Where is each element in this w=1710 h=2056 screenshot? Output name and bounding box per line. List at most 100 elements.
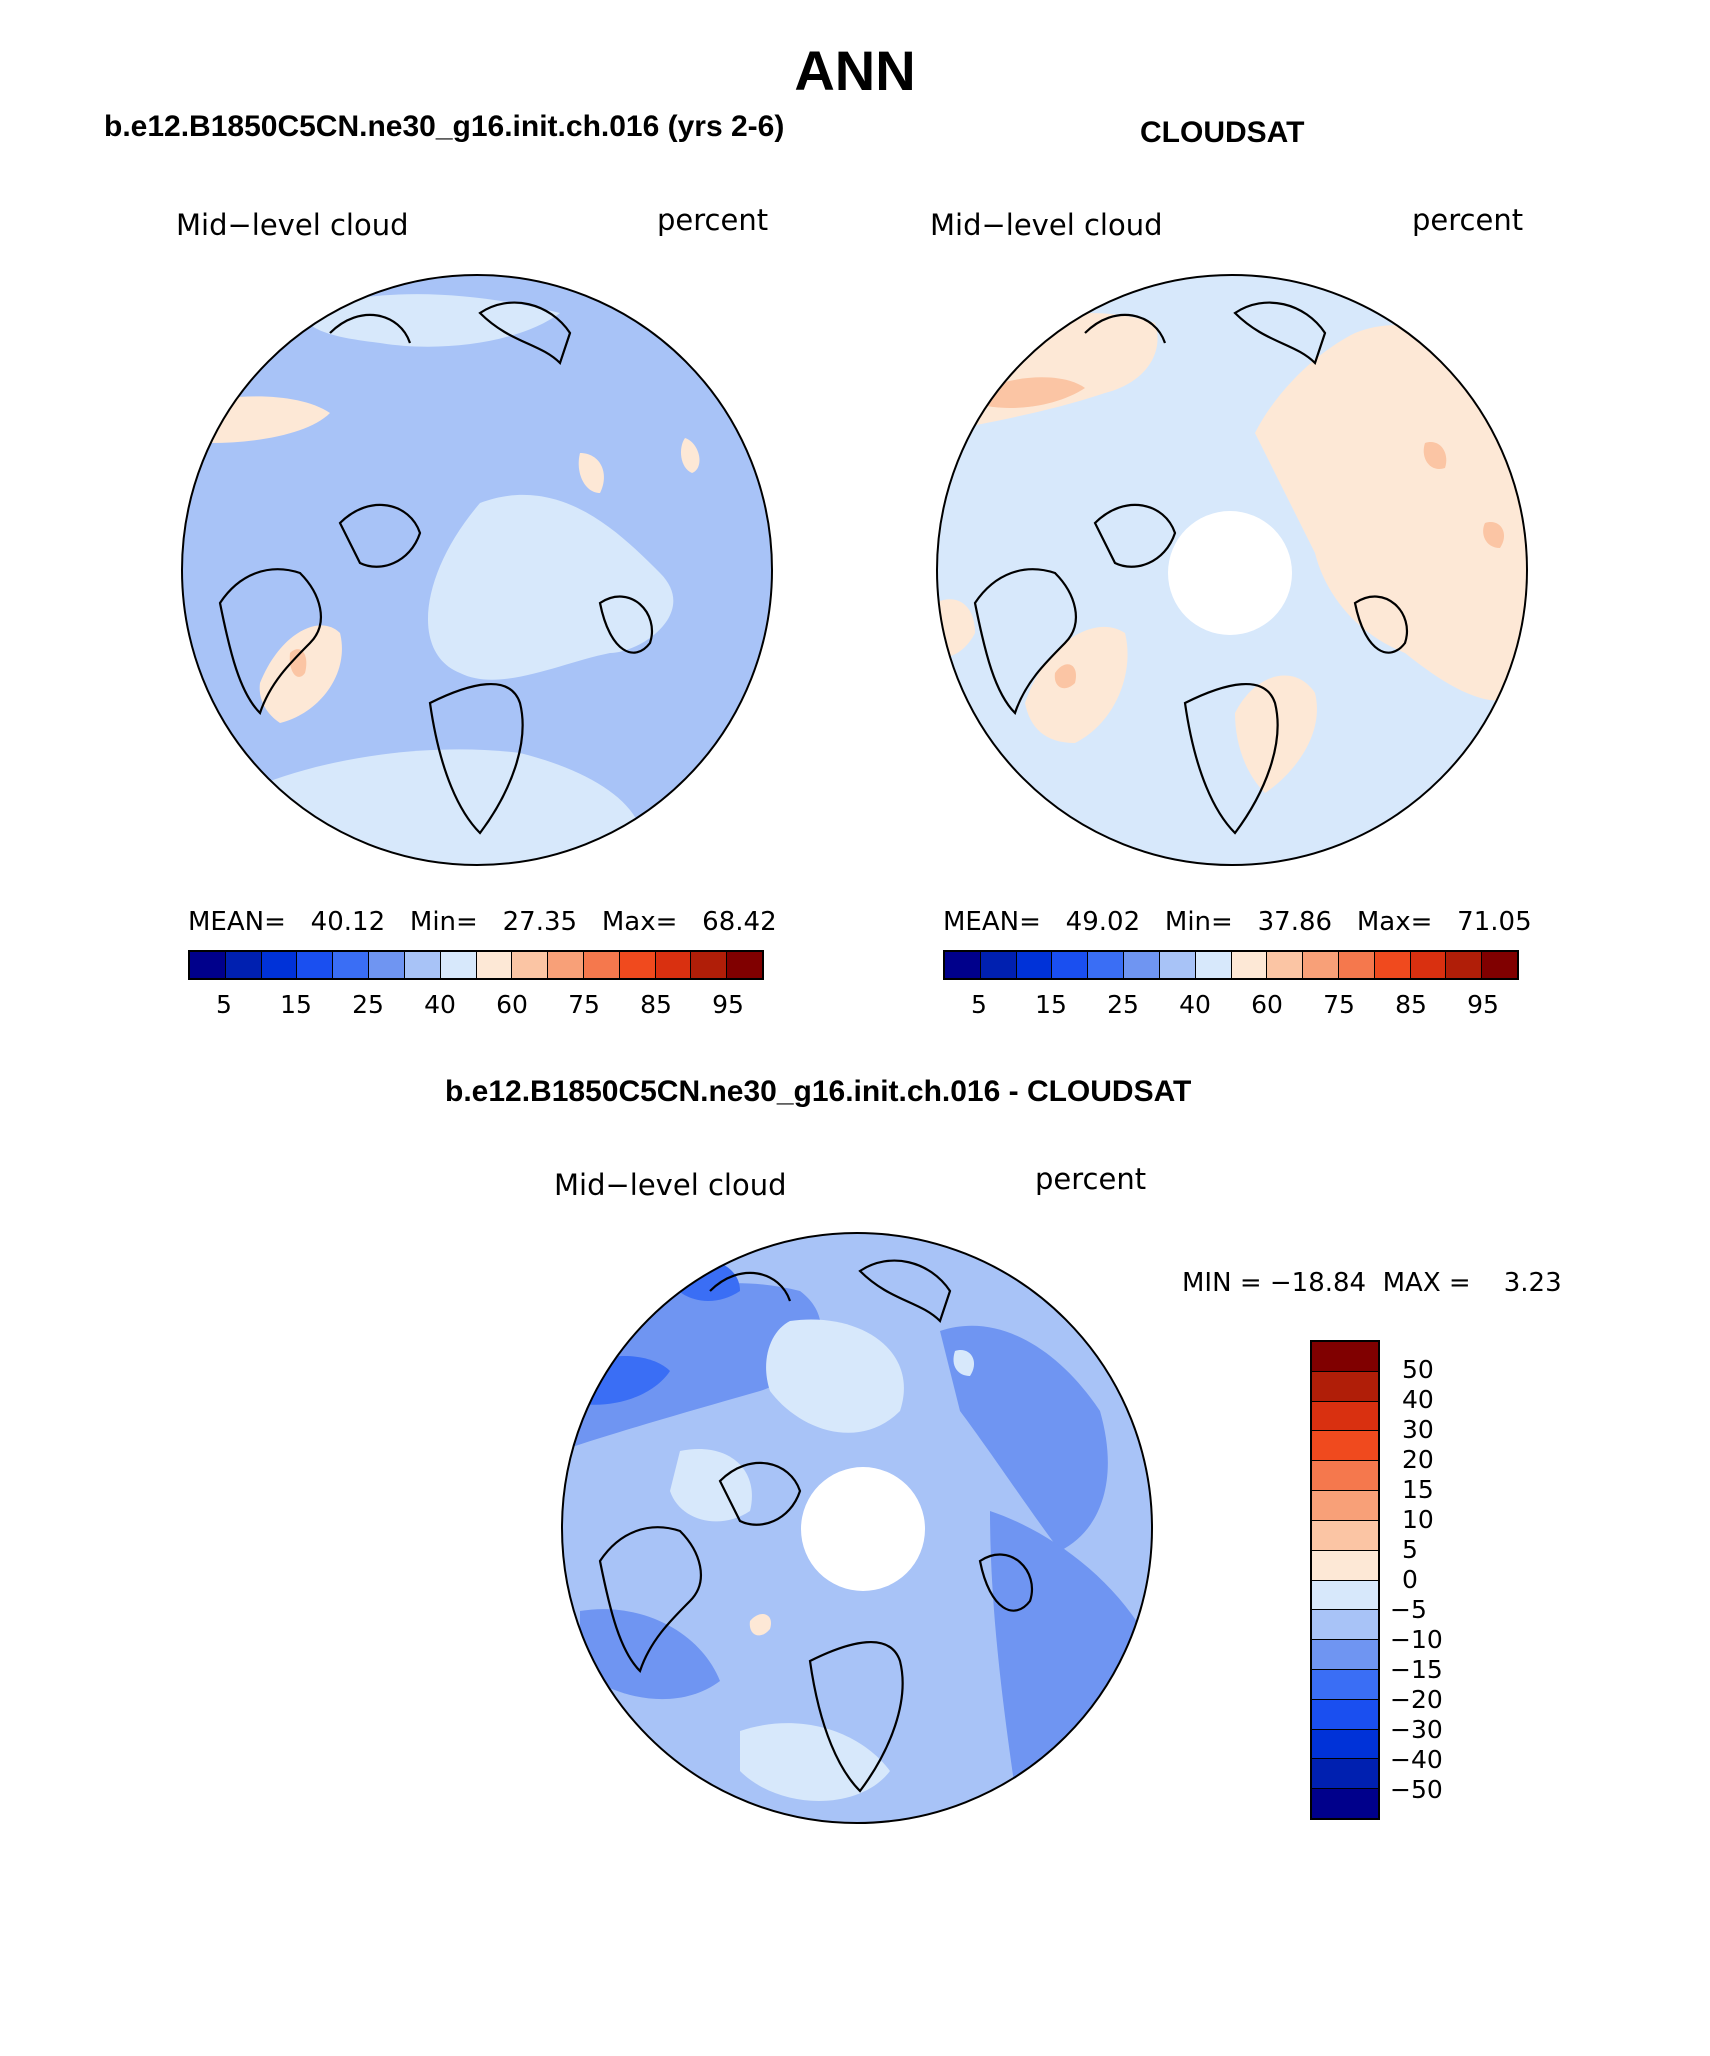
panel-2-stats: MEAN= 49.02 Min= 37.86 Max= 71.05 — [943, 907, 1532, 937]
panel-2-map-border — [936, 274, 1528, 866]
panel-2-colorbar-swatch — [1088, 952, 1125, 978]
panel-2-colorbar-tick-label: 75 — [1323, 990, 1355, 1019]
panel-2-contour-warm — [1025, 626, 1128, 743]
panel-1-contour-warm — [680, 438, 700, 473]
panel-2-colorbar-tick-label: 15 — [1035, 990, 1067, 1019]
panel-3-min-max-label: MIN = −18.84 MAX = 3.23 — [1182, 1268, 1562, 1298]
panel-3-colorbar-tick-label: 30 — [1402, 1415, 1434, 1444]
panel-3-colorbar-swatch — [1312, 1520, 1378, 1551]
panel-1-colorbar-tick-label: 25 — [352, 990, 384, 1019]
panel-3-colorbar-swatch — [1312, 1759, 1378, 1790]
panel-2-colorbar-ticks: 5 15 25 40 60 75 85 95 — [943, 990, 1519, 1020]
panel-1-colorbar-swatch — [440, 952, 477, 978]
panel-3-colorbar-tick-label: −15 — [1390, 1655, 1443, 1684]
panel-3-contour-lighter — [766, 1319, 904, 1433]
panel-2-colorbar-swatch — [1267, 952, 1304, 978]
panel-1-colorbar-swatch — [297, 952, 334, 978]
panel-2-colorbar-swatch — [1410, 952, 1447, 978]
panel-2-colorbar — [943, 950, 1519, 980]
panel-3-colorbar-tick-label: 5 — [1402, 1535, 1418, 1564]
panel-1-polar-map — [181, 274, 773, 866]
panel-3-colorbar-tick-label: −50 — [1390, 1775, 1443, 1804]
panel-2-missing-data-hole — [1168, 511, 1292, 635]
panel-3-colorbar-tick-label: 10 — [1402, 1505, 1434, 1534]
panel-1-colorbar-swatch — [476, 952, 513, 978]
panel-2-colorbar-swatch — [1195, 952, 1232, 978]
panel-3-colorbar-swatch — [1312, 1342, 1378, 1372]
panel-3-colorbar-ticks: 50 40 30 20 15 10 5 0 −5 −10 −15 −20 −30 −40 −50 — [1390, 1340, 1490, 1820]
panel-3-colorbar-tick-label: −40 — [1390, 1745, 1443, 1774]
panel-2-colorbar-swatch — [1446, 952, 1483, 978]
panel-2-colorbar-swatch — [1016, 952, 1053, 978]
panel-3-map-border — [561, 1232, 1153, 1824]
panel-1-colorbar — [188, 950, 764, 980]
panel-1-colorbar-ticks: 5 15 25 40 60 75 85 95 — [188, 990, 764, 1020]
panel-1-colorbar-swatch — [512, 952, 549, 978]
panel-3-colorbar-swatch — [1312, 1401, 1378, 1432]
panel-3-colorbar-swatch — [1312, 1431, 1378, 1462]
panel-1-colorbar-swatch — [333, 952, 370, 978]
panel-1-colorbar-tick-label: 40 — [424, 990, 456, 1019]
panel-3-colorbar-swatch — [1312, 1610, 1378, 1641]
panel-1-colorbar-tick-label: 85 — [640, 990, 672, 1019]
panel-3-contour-darker — [940, 1325, 1108, 1551]
panel-1-contour-warm — [289, 649, 307, 677]
panel-2-colorbar-swatch — [1159, 952, 1196, 978]
panel-2-colorbar-swatch — [1124, 952, 1160, 978]
panel-1-map-border — [181, 274, 773, 866]
panel-3-colorbar — [1310, 1340, 1380, 1820]
panel-3-colorbar-swatch — [1312, 1550, 1378, 1581]
panel-2-colorbar-tick-label: 85 — [1395, 990, 1427, 1019]
panel-3-missing-data-hole — [801, 1467, 925, 1591]
panel-1-colorbar-swatch — [225, 952, 262, 978]
panel-2-colorbar-swatch — [980, 952, 1017, 978]
panel-2-colorbar-swatch — [1303, 952, 1339, 978]
panel-2-contour-warm — [1423, 442, 1447, 469]
panel-2-colorbar-swatch — [1052, 952, 1089, 978]
panel-1-contour-warm — [200, 396, 330, 443]
panel-3-colorbar-swatch — [1312, 1491, 1378, 1521]
panel-1-colorbar-tick-label: 95 — [712, 990, 744, 1019]
panel-2-colorbar-tick-label: 95 — [1467, 990, 1499, 1019]
panel-1-variable-label: Mid−level cloud — [176, 208, 409, 242]
panel-3-polar-map — [561, 1232, 1153, 1824]
panel-2-colorbar-tick-label: 60 — [1251, 990, 1283, 1019]
panel-3-colorbar-tick-label: −30 — [1390, 1715, 1443, 1744]
panel-3-variable-label: Mid−level cloud — [554, 1168, 787, 1202]
panel-1-colorbar-tick-label: 75 — [568, 990, 600, 1019]
panel-3-colorbar-tick-label: −10 — [1390, 1625, 1443, 1654]
panel-1-colorbar-swatch — [190, 952, 226, 978]
panel-1-colorbar-tick-label: 15 — [280, 990, 312, 1019]
panel-2-colorbar-swatch — [1374, 952, 1411, 978]
panel-3-title: b.e12.B1850C5CN.ne30_g16.init.ch.016 - C… — [445, 1075, 1192, 1108]
panel-2-title: CLOUDSAT — [1140, 116, 1305, 149]
panel-1-stats: MEAN= 40.12 Min= 27.35 Max= 68.42 — [188, 907, 777, 937]
panel-1-contour-light — [300, 294, 560, 347]
panel-1-units-label: percent — [657, 203, 769, 237]
panel-3-colorbar-tick-label: 40 — [1402, 1385, 1434, 1414]
panel-2-polar-map — [936, 274, 1528, 866]
panel-3-colorbar-swatch — [1312, 1789, 1378, 1818]
panel-3-contour-darker — [580, 1609, 720, 1700]
panel-1-coastline — [218, 301, 653, 835]
panel-2-colorbar-tick-label: 25 — [1107, 990, 1139, 1019]
panel-1-colorbar-swatch — [261, 952, 298, 978]
panel-3-colorbar-tick-label: 0 — [1402, 1565, 1418, 1594]
panel-3-colorbar-tick-label: −5 — [1390, 1595, 1427, 1624]
panel-2-units-label: percent — [1412, 203, 1524, 237]
panel-2-colorbar-swatch — [945, 952, 981, 978]
panel-2-colorbar-swatch — [1482, 952, 1517, 978]
panel-3-colorbar-swatch — [1312, 1371, 1378, 1402]
panel-1-colorbar-swatch — [369, 952, 405, 978]
panel-2-variable-label: Mid−level cloud — [930, 208, 1163, 242]
panel-1-colorbar-tick-label: 60 — [496, 990, 528, 1019]
panel-3-colorbar-tick-label: 15 — [1402, 1475, 1434, 1504]
panel-1-title: b.e12.B1850C5CN.ne30_g16.init.ch.016 (yr… — [104, 110, 785, 143]
panel-1-colorbar-swatch — [691, 952, 728, 978]
panel-1-colorbar-swatch — [548, 952, 584, 978]
panel-2-colorbar-tick-label: 5 — [971, 990, 987, 1019]
panel-3-colorbar-swatch — [1312, 1640, 1378, 1670]
panel-2-contour-warm — [1483, 522, 1505, 548]
panel-3-colorbar-tick-label: −20 — [1390, 1685, 1443, 1714]
panel-3-colorbar-swatch — [1312, 1461, 1378, 1492]
